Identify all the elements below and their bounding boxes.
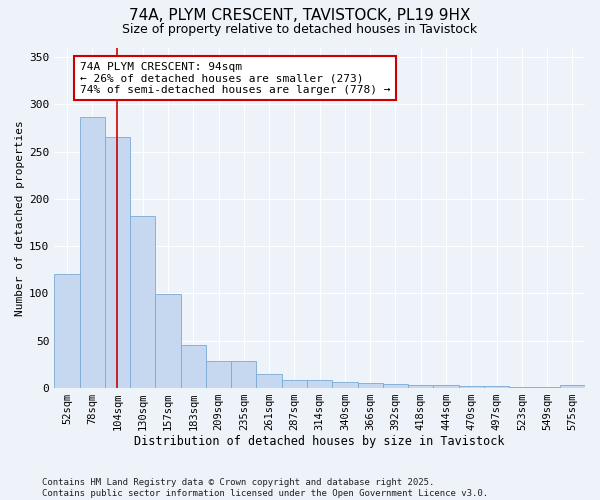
Bar (484, 386, 509, 388)
Bar (130, 216, 155, 388)
Bar (181, 346, 206, 388)
Text: Size of property relative to detached houses in Tavistock: Size of property relative to detached ho… (122, 22, 478, 36)
Text: Contains HM Land Registry data © Crown copyright and database right 2025.
Contai: Contains HM Land Registry data © Crown c… (42, 478, 488, 498)
Bar (155, 294, 181, 388)
Text: 74A PLYM CRESCENT: 94sqm
← 26% of detached houses are smaller (273)
74% of semi-: 74A PLYM CRESCENT: 94sqm ← 26% of detach… (80, 62, 390, 95)
Bar (332, 382, 358, 388)
Bar (206, 362, 231, 388)
Bar (256, 374, 282, 388)
Bar (231, 362, 256, 388)
Bar (408, 385, 433, 388)
Text: 74A, PLYM CRESCENT, TAVISTOCK, PL19 9HX: 74A, PLYM CRESCENT, TAVISTOCK, PL19 9HX (129, 8, 471, 22)
Bar (54, 274, 80, 388)
Bar (560, 385, 585, 388)
Bar (358, 383, 383, 388)
Y-axis label: Number of detached properties: Number of detached properties (15, 120, 25, 316)
Bar (105, 138, 130, 388)
Bar (80, 116, 105, 388)
Bar (307, 380, 332, 388)
Bar (509, 387, 535, 388)
Bar (535, 387, 560, 388)
Bar (282, 380, 307, 388)
X-axis label: Distribution of detached houses by size in Tavistock: Distribution of detached houses by size … (134, 434, 505, 448)
Bar (383, 384, 408, 388)
Bar (433, 385, 458, 388)
Bar (458, 386, 484, 388)
